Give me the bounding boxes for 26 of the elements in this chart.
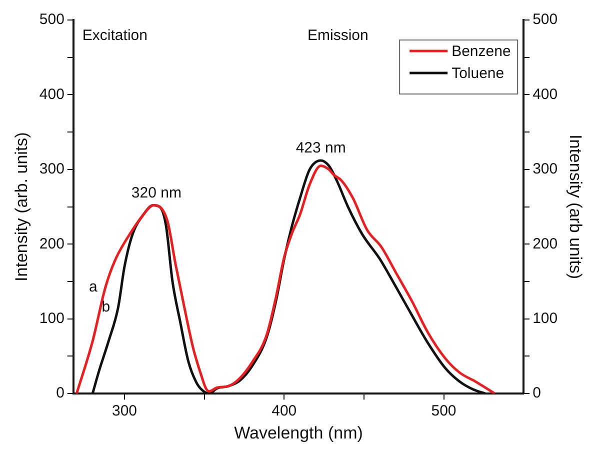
y2-tick-label: 100 xyxy=(532,310,558,328)
x-axis-title: Wavelength (nm) xyxy=(234,423,363,442)
y-tick-label: 200 xyxy=(39,235,64,252)
annotation: 320 nm xyxy=(131,184,182,202)
y2-tick-label: 200 xyxy=(532,235,558,252)
y2-axis-title: Intensity (arb units) xyxy=(566,134,586,280)
y2-tick-label: 500 xyxy=(532,11,558,28)
x-tick-label: 300 xyxy=(112,402,138,420)
y-tick-label: 500 xyxy=(39,11,64,28)
x-tick-label: 500 xyxy=(431,402,456,420)
annotation: a xyxy=(89,278,98,296)
annotation: Excitation xyxy=(82,27,148,44)
annotation: Emission xyxy=(308,27,368,44)
annotation: b xyxy=(102,298,110,316)
x-tick-label: 400 xyxy=(272,402,297,420)
y-axis-title: Intensity (arb. units) xyxy=(12,132,31,282)
y-tick-label: 300 xyxy=(39,160,64,178)
y2-tick-label: 400 xyxy=(532,86,558,103)
y2-tick-label: 300 xyxy=(532,160,558,178)
legend-label: Benzene xyxy=(452,43,511,60)
legend-label: Toluene xyxy=(452,65,504,82)
y2-tick-label: 0 xyxy=(532,384,541,402)
annotation: 423 nm xyxy=(296,139,346,156)
y-tick-label: 100 xyxy=(39,310,64,328)
y-tick-label: 0 xyxy=(56,384,64,402)
y-tick-label: 400 xyxy=(39,86,64,103)
